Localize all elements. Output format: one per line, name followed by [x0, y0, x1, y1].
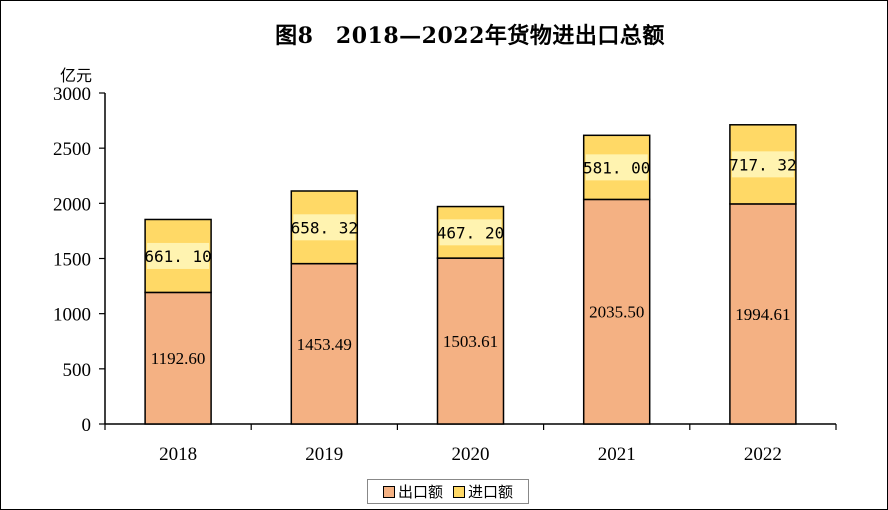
legend-swatch-export [382, 485, 395, 498]
x-tick-label: 2019 [305, 444, 343, 465]
legend-item-import: 进口额 [453, 481, 513, 502]
bar-export [144, 291, 212, 425]
y-tick-label: 1500 [53, 250, 91, 271]
data-label-export: 2035.50 [589, 303, 644, 322]
data-label-import: 467. 20 [437, 223, 504, 242]
data-label-bg [439, 219, 502, 246]
data-label-import: 581. 00 [583, 158, 650, 177]
legend-swatch-import [453, 485, 465, 498]
x-tick-label: 2018 [159, 444, 197, 465]
x-tick-label: 2020 [452, 444, 490, 465]
chart-legend: 出口额 进口额 [367, 479, 529, 504]
bar-export [290, 262, 359, 425]
y-tick-label: 2500 [53, 139, 91, 160]
legend-label-import: 进口额 [468, 483, 514, 501]
bar-export [582, 198, 651, 425]
data-label-import: 717. 32 [729, 155, 796, 174]
legend-item-export: 出口额 [382, 481, 443, 502]
y-tick-label: 3000 [53, 84, 91, 105]
y-axis-unit-label: 亿元 [60, 66, 93, 85]
data-label-export: 1192.60 [151, 349, 206, 368]
data-label-export: 1503.61 [443, 332, 498, 351]
data-label-export: 1994.61 [735, 305, 790, 324]
data-label-bg [293, 214, 356, 241]
y-tick-label: 500 [63, 360, 92, 381]
data-label-bg [147, 242, 210, 269]
y-tick-label: 0 [82, 415, 92, 436]
legend-label-export: 出口额 [397, 483, 443, 501]
data-label-import: 661. 10 [144, 247, 211, 266]
data-label-export: 1453.49 [297, 335, 352, 354]
data-label-bg [585, 154, 648, 181]
x-tick-label: 2022 [744, 444, 782, 465]
bar-export [436, 257, 505, 425]
data-label-import: 658. 32 [291, 218, 358, 237]
data-label-bg [731, 151, 794, 178]
chart-title: 图8 2018—2022年货物进出口总额 [275, 23, 665, 49]
y-tick-label: 2000 [53, 194, 91, 215]
x-tick-label: 2021 [598, 444, 636, 465]
y-tick-label: 1000 [53, 305, 91, 326]
